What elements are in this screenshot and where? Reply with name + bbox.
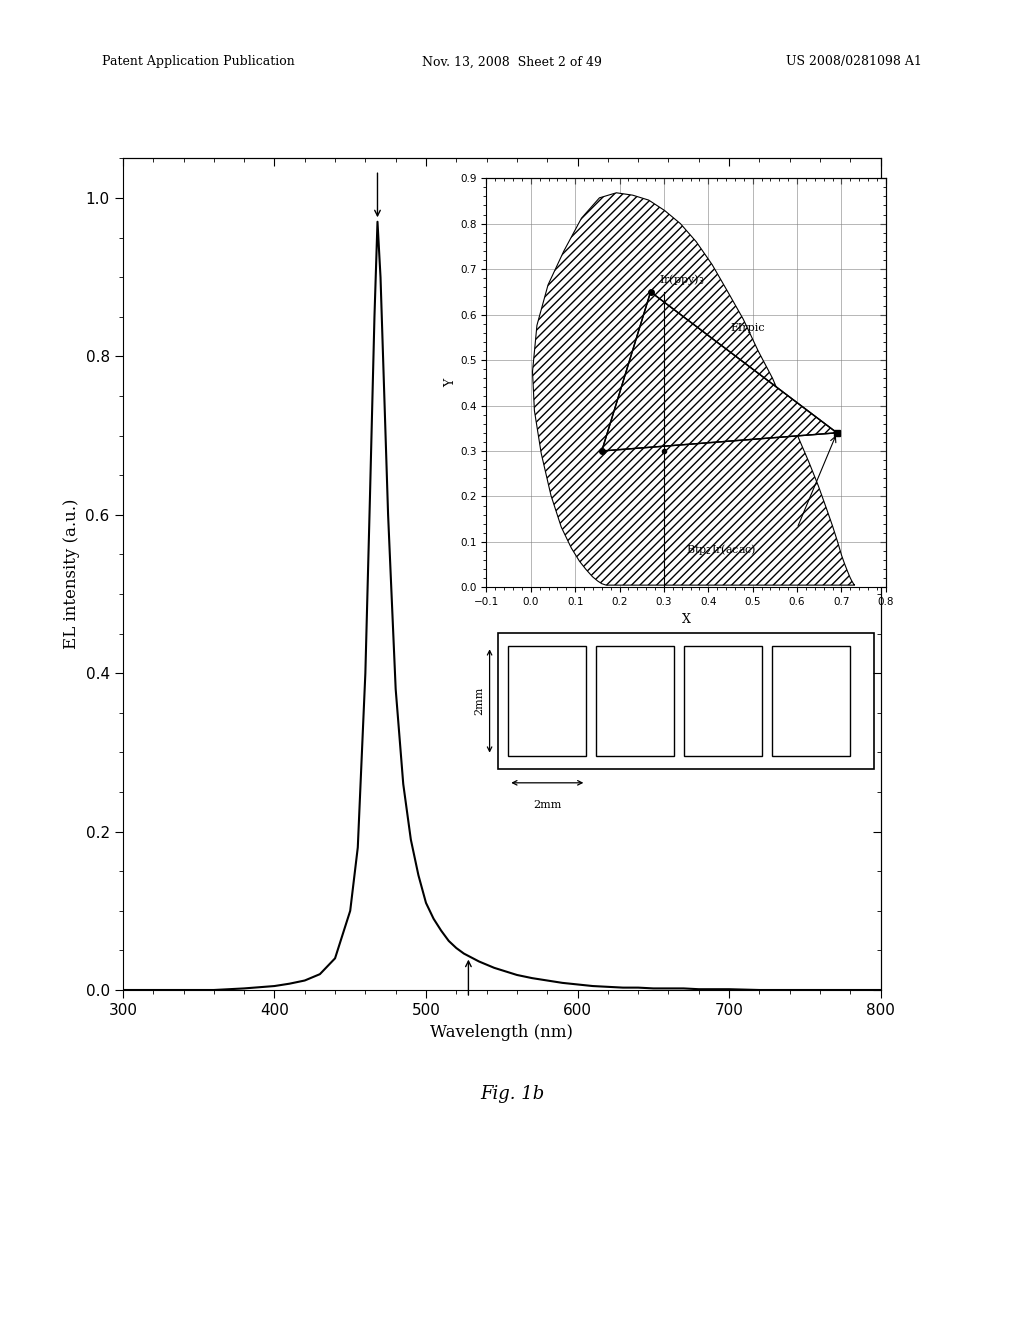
Text: 2mm: 2mm xyxy=(534,800,561,810)
Bar xyxy=(684,647,762,755)
Polygon shape xyxy=(602,292,837,451)
Bar xyxy=(772,647,850,755)
Text: 2mm: 2mm xyxy=(474,686,484,715)
Bar xyxy=(508,647,586,755)
Polygon shape xyxy=(532,193,855,585)
X-axis label: X: X xyxy=(682,612,690,626)
Text: FIrpic: FIrpic xyxy=(730,323,765,333)
Text: US 2008/0281098 A1: US 2008/0281098 A1 xyxy=(785,55,922,69)
Text: Patent Application Publication: Patent Application Publication xyxy=(102,55,295,69)
Bar xyxy=(596,647,674,755)
Y-axis label: EL intensity (a.u.): EL intensity (a.u.) xyxy=(62,499,80,649)
X-axis label: Wavelength (nm): Wavelength (nm) xyxy=(430,1024,573,1040)
Bar xyxy=(499,632,873,770)
Text: Nov. 13, 2008  Sheet 2 of 49: Nov. 13, 2008 Sheet 2 of 49 xyxy=(422,55,602,69)
Text: Btp$_2$Ir(acac): Btp$_2$Ir(acac) xyxy=(686,543,757,557)
Text: Ir(ppy)$_3$: Ir(ppy)$_3$ xyxy=(659,272,705,288)
Y-axis label: Y: Y xyxy=(444,379,458,387)
Text: Fig. 1b: Fig. 1b xyxy=(480,1085,544,1104)
